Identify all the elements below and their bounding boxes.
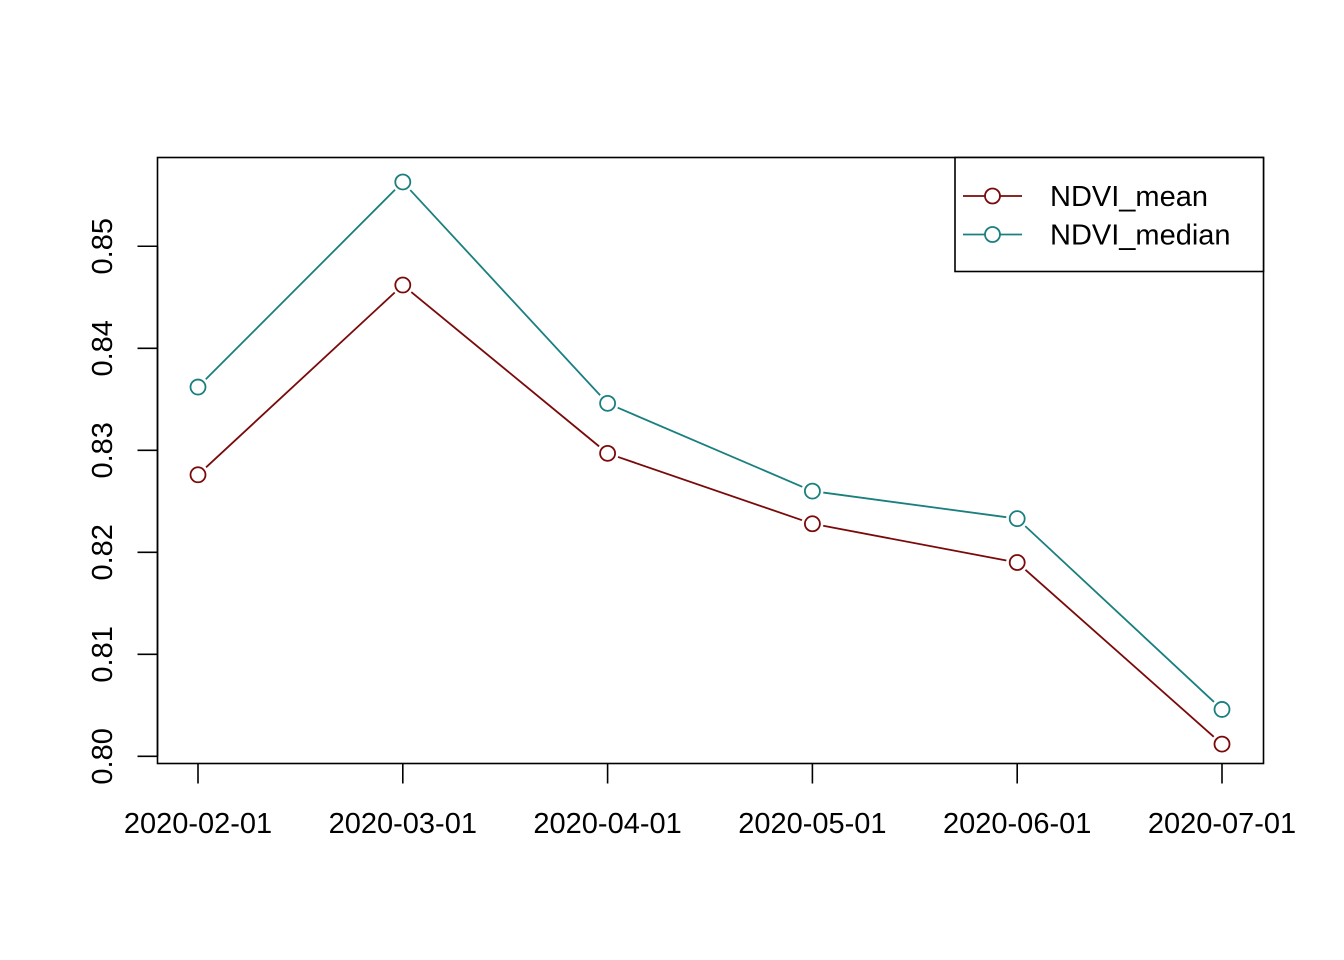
series-segment xyxy=(823,524,1007,562)
series-segment xyxy=(617,406,803,488)
series-segment xyxy=(823,491,1007,519)
x-tick-label: 2020-05-01 xyxy=(738,808,886,840)
y-tick-label: 0.85 xyxy=(87,218,119,274)
x-tick-label: 2020-04-01 xyxy=(533,808,681,840)
data-point xyxy=(804,482,821,500)
y-tick-label: 0.83 xyxy=(87,422,119,478)
data-point xyxy=(599,444,616,462)
series-NDVI_mean xyxy=(189,276,1231,753)
data-point xyxy=(394,276,412,294)
x-tick-label: 2020-06-01 xyxy=(943,808,1091,840)
data-point xyxy=(394,173,412,191)
legend-marker xyxy=(984,226,1001,243)
series-segment xyxy=(410,291,600,448)
data-point xyxy=(599,394,616,412)
legend-box xyxy=(954,156,1265,273)
y-tick-label: 0.80 xyxy=(87,728,119,784)
series-segment xyxy=(1024,525,1215,703)
y-axis: 0.80 0.81 0.82 0.83 0.84 0.85 xyxy=(87,218,159,785)
data-point xyxy=(804,515,821,533)
data-point xyxy=(1008,554,1026,571)
series-segment xyxy=(617,456,803,522)
series-NDVI_median xyxy=(189,173,1231,718)
data-point xyxy=(189,466,207,484)
x-tick-label: 2020-03-01 xyxy=(329,808,477,840)
legend-label: NDVI_median xyxy=(1050,220,1231,252)
x-axis: 2020-02-01 2020-03-01 2020-04-01 2020-05-01… xyxy=(124,763,1296,840)
y-tick-label: 0.82 xyxy=(87,524,119,580)
series-layer xyxy=(189,173,1231,753)
series-segment xyxy=(205,291,396,468)
series-segment xyxy=(409,189,601,396)
y-tick-label: 0.81 xyxy=(87,626,119,682)
data-point xyxy=(1213,701,1231,718)
x-tick-label: 2020-02-01 xyxy=(124,808,272,840)
data-point xyxy=(1008,510,1026,528)
legend-marker xyxy=(984,187,1001,205)
x-tick-label: 2020-07-01 xyxy=(1148,808,1296,840)
data-point xyxy=(189,378,207,396)
legend: NDVI_mean NDVI_median xyxy=(954,156,1265,273)
series-segment xyxy=(1024,569,1215,738)
series-segment xyxy=(205,189,396,380)
data-point xyxy=(1213,735,1231,753)
legend-label: NDVI_mean xyxy=(1050,181,1208,213)
y-tick-label: 0.84 xyxy=(87,320,119,376)
